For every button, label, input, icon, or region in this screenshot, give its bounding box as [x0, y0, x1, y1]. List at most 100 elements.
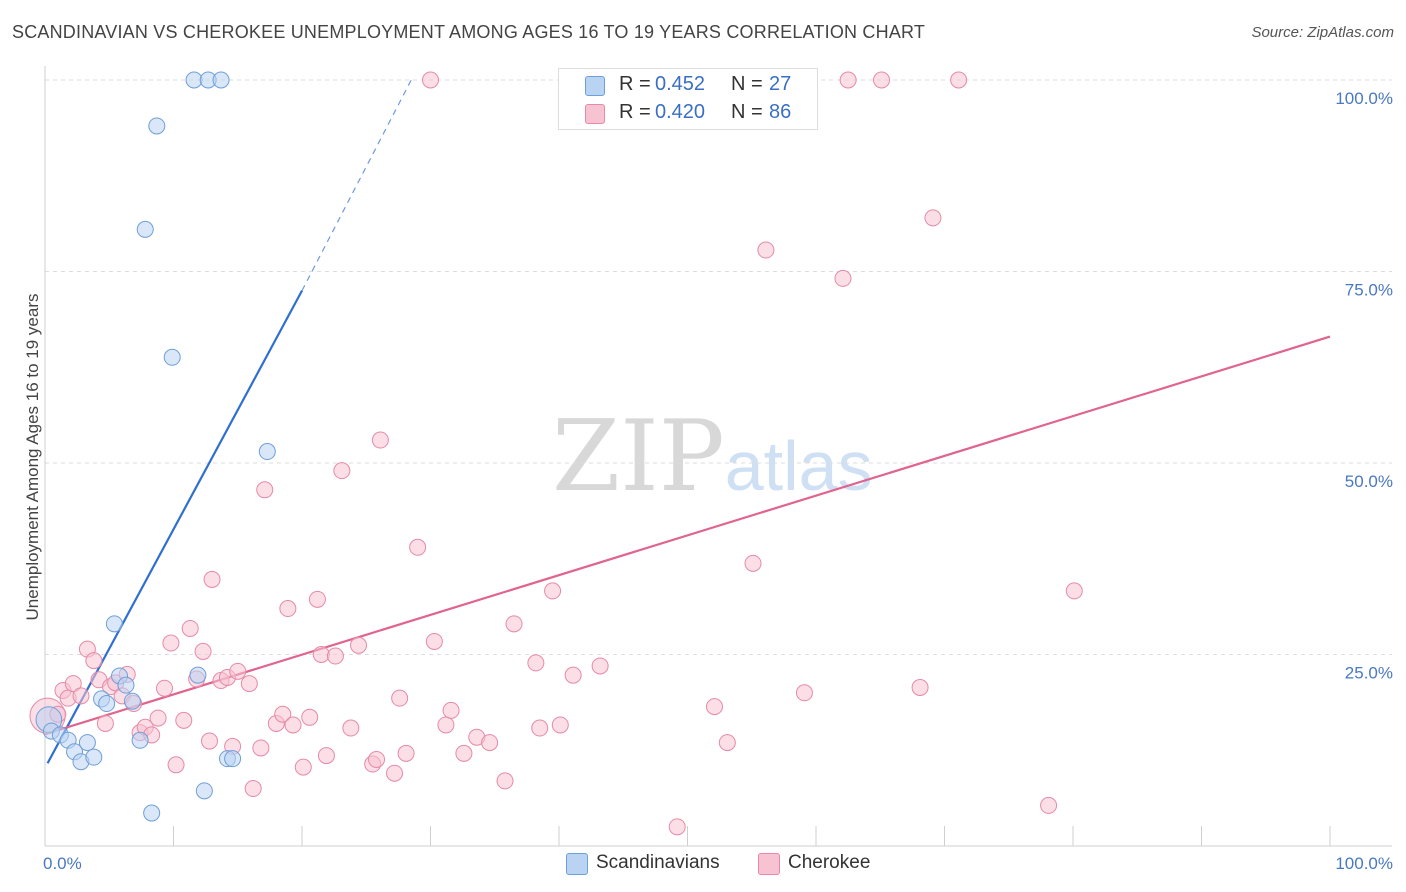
point-cherokee: [591, 657, 609, 675]
point-cherokee: [244, 780, 262, 798]
point-cherokee: [301, 708, 319, 726]
point-cherokee: [757, 241, 775, 259]
point-cherokee: [342, 719, 360, 737]
point-cherokee: [333, 462, 351, 480]
point-cherokee: [181, 619, 199, 637]
bottom-legend-label-scandinavians: Scandinavians: [596, 852, 720, 873]
point-cherokee: [350, 636, 368, 654]
point-scandinavians: [117, 676, 135, 694]
point-cherokee: [422, 71, 439, 89]
point-cherokee: [744, 554, 762, 572]
point-scandinavians: [136, 220, 154, 238]
chart-title: SCANDINAVIAN VS CHEROKEE UNEMPLOYMENT AM…: [12, 22, 926, 42]
point-cherokee: [274, 705, 292, 723]
point-cherokee: [284, 716, 302, 734]
y-tick-label: 50.0%: [1345, 472, 1393, 491]
point-scandinavians: [131, 731, 149, 749]
y-axis-label: Unemployment Among Ages 16 to 19 years: [23, 294, 42, 621]
point-cherokee: [194, 642, 212, 660]
point-cherokee: [911, 678, 929, 696]
point-cherokee: [950, 71, 968, 89]
point-scandinavians: [85, 748, 103, 766]
legend-n-label: N =: [731, 101, 763, 123]
point-cherokee: [531, 719, 549, 737]
point-cherokee: [279, 600, 297, 618]
point-cherokee: [200, 732, 218, 750]
point-cherokee: [496, 772, 514, 790]
legend-r-label: R =: [619, 101, 651, 123]
watermark: ZIPatlas: [552, 400, 873, 514]
x-tick-label: 0.0%: [43, 854, 82, 873]
legend-n-value: 27: [769, 73, 792, 95]
axis-layer: [44, 66, 1392, 847]
bottom-legend-scandinavians: Scandinavians: [566, 852, 736, 876]
point-cherokee: [455, 744, 473, 762]
point-scandinavians: [212, 71, 230, 89]
point-scandinavians: [258, 443, 276, 461]
point-cherokee: [240, 675, 258, 693]
grid-layer: [45, 79, 1392, 655]
point-cherokee: [64, 675, 82, 693]
point-cherokee: [312, 646, 330, 663]
point-cherokee: [425, 632, 443, 650]
point-cherokee: [256, 481, 274, 499]
point-cherokee: [85, 652, 103, 670]
point-cherokee: [386, 764, 404, 782]
point-cherokee: [156, 679, 174, 697]
point-cherokee: [481, 734, 499, 752]
point-cherokee: [252, 739, 270, 757]
point-cherokee: [326, 647, 344, 665]
legend-n-value: 86: [769, 101, 792, 123]
point-cherokee: [1065, 582, 1083, 600]
point-scandinavians: [105, 615, 123, 633]
point-cherokee: [175, 711, 193, 729]
point-cherokee: [705, 698, 723, 716]
legend-swatch-scandinavians: [585, 76, 605, 96]
point-cherokee: [167, 756, 185, 774]
y-tick-label: 75.0%: [1345, 281, 1393, 300]
point-cherokee: [397, 744, 415, 762]
point-cherokee: [718, 734, 736, 752]
point-cherokee: [924, 209, 942, 227]
chart-source: Source: ZipAtlas.com: [1251, 24, 1394, 41]
point-scandinavians: [189, 666, 207, 684]
stats-legend: R = 0.452 N = 27 R = 0.420 N = 86: [558, 68, 818, 130]
point-cherokee: [873, 71, 891, 89]
point-cherokee: [442, 701, 460, 719]
point-layer: [29, 71, 1083, 836]
point-cherokee: [368, 750, 386, 768]
point-cherokee: [437, 716, 455, 734]
point-cherokee: [308, 590, 326, 608]
point-scandinavians: [163, 348, 181, 366]
point-cherokee: [839, 71, 857, 89]
watermark-zip: ZIP: [552, 400, 725, 514]
bottom-legend-swatch-scandinavians: [566, 853, 588, 875]
point-scandinavians: [185, 71, 203, 89]
trendline-cherokee: [44, 335, 1331, 736]
watermark-atlas: atlas: [724, 427, 873, 505]
trendline-extension-scandinavians: [301, 79, 412, 291]
point-scandinavians: [98, 695, 116, 713]
point-cherokee: [72, 687, 90, 705]
point-cherokee: [409, 538, 427, 556]
point-cherokee: [229, 662, 247, 680]
point-scandinavians: [143, 804, 161, 822]
legend-n-label: N =: [731, 73, 763, 95]
legend-r-label: R =: [619, 73, 651, 95]
point-cherokee: [149, 709, 167, 727]
point-cherokee: [527, 654, 545, 672]
point-cherokee: [551, 716, 569, 734]
trendline-scandinavians: [46, 290, 303, 764]
point-cherokee: [96, 714, 114, 732]
tick-layer: 25.0% 50.0% 75.0% 100.0% 0.0% 100.0%: [43, 89, 1393, 873]
legend-r-value: 0.452: [655, 73, 706, 95]
point-cherokee: [162, 634, 180, 652]
point-cherokee: [371, 431, 389, 449]
bottom-legend-label-cherokee: Cherokee: [788, 852, 871, 873]
point-cherokee: [544, 582, 562, 600]
point-scandinavians: [224, 750, 242, 768]
point-cherokee: [391, 689, 409, 707]
point-cherokee: [294, 758, 312, 776]
point-cherokee: [203, 570, 221, 588]
